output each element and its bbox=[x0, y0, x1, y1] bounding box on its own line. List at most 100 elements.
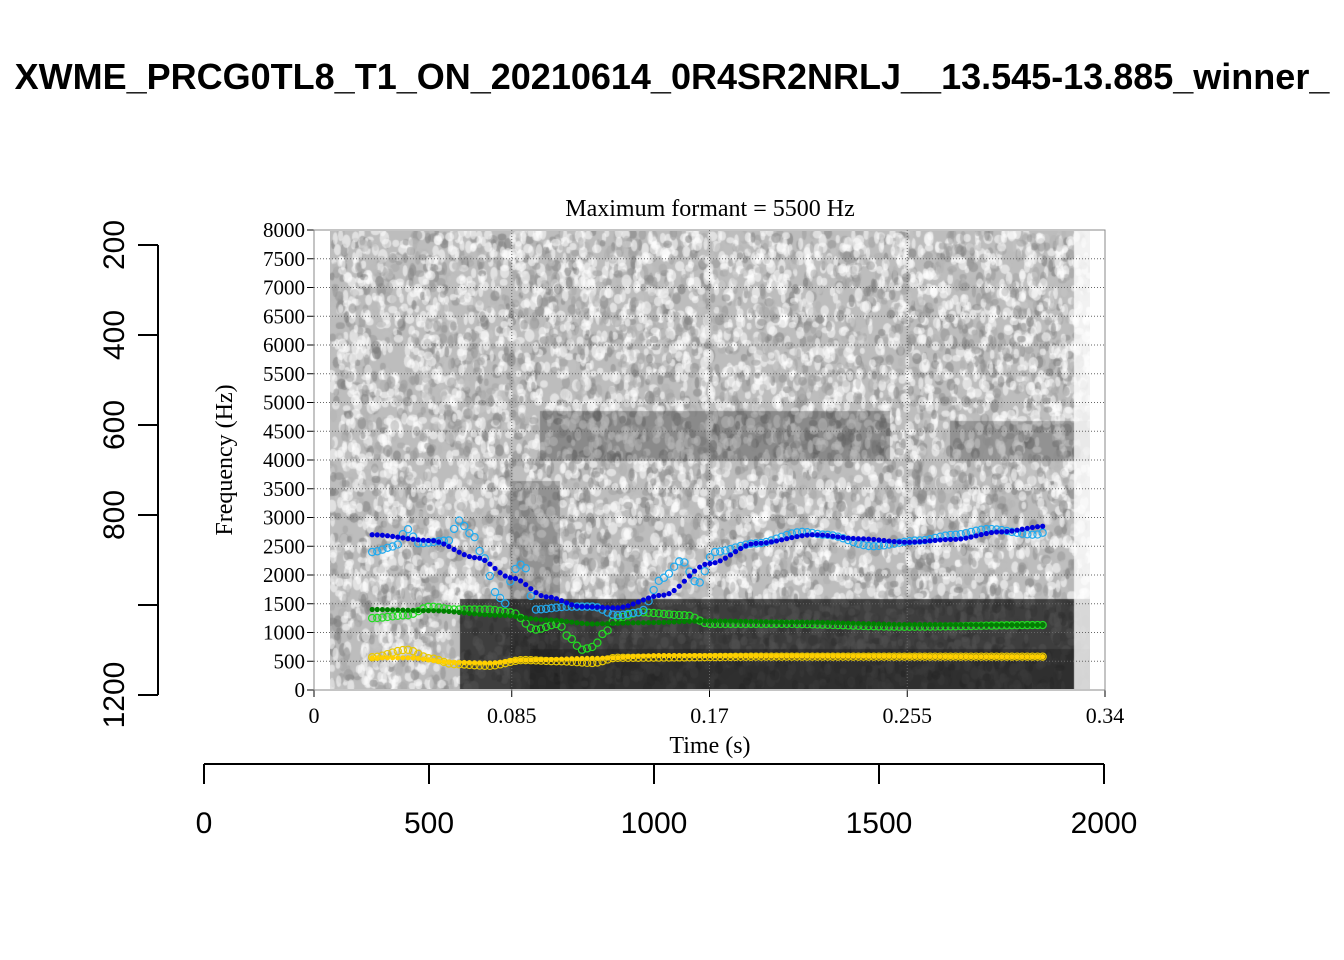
formant-point bbox=[421, 608, 426, 613]
formant-point bbox=[825, 654, 830, 659]
formant-point bbox=[544, 657, 549, 662]
formant-point bbox=[400, 655, 405, 660]
formant-point bbox=[759, 541, 764, 546]
formant-point bbox=[938, 654, 943, 659]
formant-point bbox=[1040, 654, 1045, 659]
formant-raw-point bbox=[502, 600, 509, 607]
formant-point bbox=[564, 656, 569, 661]
formant-point bbox=[764, 540, 769, 545]
formant-point bbox=[743, 653, 748, 658]
formant-point bbox=[1014, 622, 1019, 627]
formant-point bbox=[636, 620, 641, 625]
formant-point bbox=[728, 619, 733, 624]
formant-point bbox=[1035, 654, 1040, 659]
formant-point bbox=[835, 654, 840, 659]
axis-ticks: 0500100015002000250030003500400045005000… bbox=[263, 218, 1124, 728]
formant-point bbox=[881, 654, 886, 659]
formant-point bbox=[881, 622, 886, 627]
formant-point bbox=[994, 622, 999, 627]
formant-point bbox=[799, 620, 804, 625]
formant-point bbox=[820, 654, 825, 659]
formant-point bbox=[994, 529, 999, 534]
formant-point bbox=[927, 538, 932, 543]
formant-point bbox=[411, 608, 416, 613]
formant-raw-point bbox=[568, 635, 575, 642]
formant-points bbox=[369, 517, 1047, 669]
y-tick-label: 7500 bbox=[263, 247, 305, 271]
formant-point bbox=[472, 555, 477, 560]
formant-point bbox=[569, 620, 574, 625]
formant-point bbox=[641, 653, 646, 658]
formant-point bbox=[912, 622, 917, 627]
formant-point bbox=[426, 608, 431, 613]
formant-point bbox=[677, 653, 682, 658]
formant-point bbox=[779, 619, 784, 624]
formant-point bbox=[697, 564, 702, 569]
formant-point bbox=[636, 654, 641, 659]
formant-point bbox=[1014, 654, 1019, 659]
formant-point bbox=[579, 604, 584, 609]
formant-point bbox=[805, 653, 810, 658]
formant-point bbox=[789, 620, 794, 625]
formant-raw-point bbox=[527, 592, 534, 599]
formant-point bbox=[620, 620, 625, 625]
formant-point bbox=[943, 622, 948, 627]
outer-bottom-tick-label: 2000 bbox=[1071, 807, 1138, 840]
formant-point bbox=[856, 621, 861, 626]
formant-point bbox=[927, 622, 932, 627]
formant-point bbox=[431, 658, 436, 663]
formant-point bbox=[569, 656, 574, 661]
formant-point bbox=[887, 538, 892, 543]
formant-point bbox=[600, 621, 605, 626]
formant-point bbox=[457, 660, 462, 665]
formant-point bbox=[482, 660, 487, 665]
formant-point bbox=[702, 562, 707, 567]
formant-point bbox=[805, 532, 810, 537]
formant-point bbox=[605, 655, 610, 660]
formant-point bbox=[1030, 525, 1035, 530]
formant-point bbox=[728, 552, 733, 557]
formant-raw-point bbox=[404, 646, 411, 653]
formant-point bbox=[370, 655, 375, 660]
formant-point bbox=[451, 660, 456, 665]
formant-point bbox=[564, 619, 569, 624]
formant-point bbox=[682, 619, 687, 624]
formant-raw-point bbox=[701, 568, 708, 575]
formant-raw-point bbox=[517, 561, 524, 568]
formant-point bbox=[492, 613, 497, 618]
formant-point bbox=[631, 601, 636, 606]
formant-point bbox=[799, 653, 804, 658]
formant-point bbox=[513, 658, 518, 663]
formant-point bbox=[677, 584, 682, 589]
formant-point bbox=[390, 655, 395, 660]
formant-point bbox=[692, 619, 697, 624]
y-tick-label: 5000 bbox=[263, 391, 305, 415]
formant-raw-point bbox=[578, 646, 585, 653]
formant-point bbox=[405, 608, 410, 613]
formant-point bbox=[764, 619, 769, 624]
formant-point bbox=[405, 655, 410, 660]
outer-left-tick-label: 800 bbox=[98, 490, 131, 540]
formant-point bbox=[810, 653, 815, 658]
formant-point bbox=[769, 539, 774, 544]
formant-point bbox=[687, 653, 692, 658]
formant-point bbox=[641, 620, 646, 625]
outer-bottom-tick-label: 0 bbox=[196, 807, 213, 840]
formant-point bbox=[431, 538, 436, 543]
formant-point bbox=[866, 621, 871, 626]
y-tick-label: 1500 bbox=[263, 592, 305, 616]
formant-point bbox=[544, 594, 549, 599]
formant-point bbox=[477, 660, 482, 665]
formant-point bbox=[457, 610, 462, 615]
formant-point bbox=[370, 532, 375, 537]
formant-point bbox=[876, 654, 881, 659]
formant-point bbox=[508, 658, 513, 663]
formant-point bbox=[380, 607, 385, 612]
formant-point bbox=[958, 654, 963, 659]
formant-point bbox=[610, 655, 615, 660]
formant-point bbox=[1009, 528, 1014, 533]
formant-point bbox=[933, 538, 938, 543]
formant-point bbox=[707, 653, 712, 658]
formant-point bbox=[753, 653, 758, 658]
formant-point bbox=[861, 654, 866, 659]
